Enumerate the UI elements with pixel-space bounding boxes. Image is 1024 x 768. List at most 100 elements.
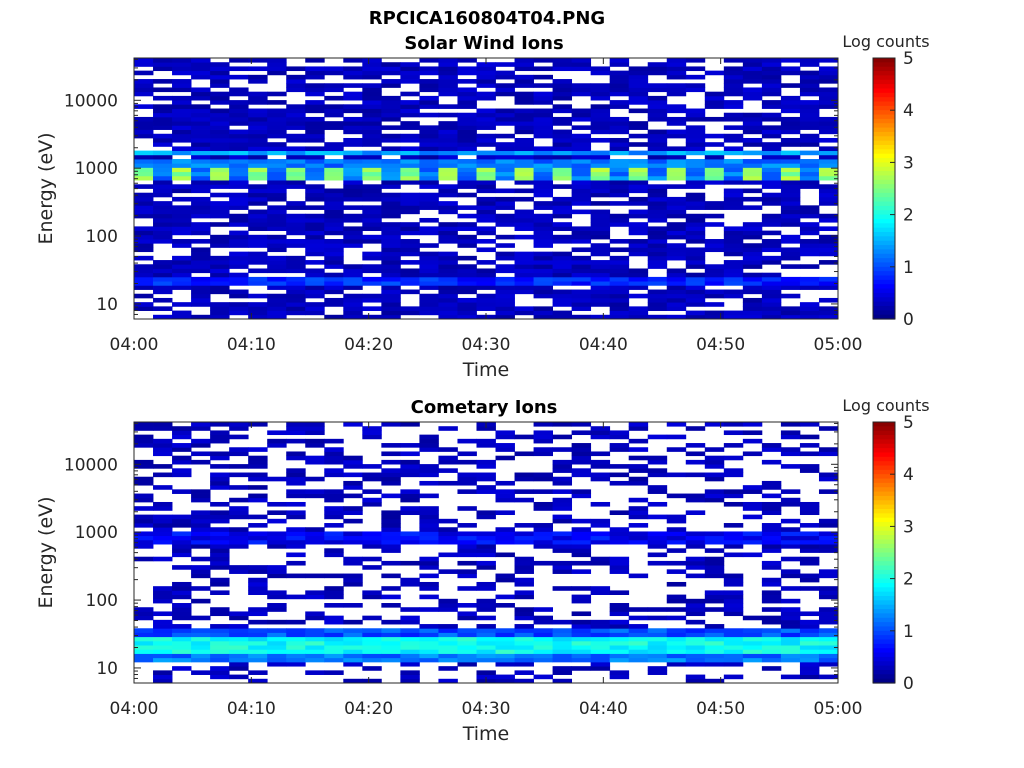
heatmap-cell <box>172 205 192 210</box>
heatmap-cell <box>419 306 439 311</box>
heatmap-cell <box>343 175 363 181</box>
heatmap-cell <box>267 314 287 320</box>
heatmap-cell <box>818 104 839 109</box>
heatmap-cell <box>476 239 496 244</box>
heatmap-cell <box>552 171 573 177</box>
heatmap-cell <box>761 58 782 63</box>
heatmap-cell <box>761 213 782 219</box>
heatmap-cell <box>343 535 363 541</box>
heatmap-cell <box>495 573 515 579</box>
heatmap-cell <box>723 133 744 139</box>
heatmap-cell <box>191 670 211 675</box>
heatmap-cell <box>571 649 592 654</box>
heatmap-cell <box>514 74 534 80</box>
heatmap-cell <box>172 539 192 545</box>
heatmap-cell <box>343 314 363 320</box>
heatmap-cell <box>685 175 706 181</box>
heatmap-cell <box>761 79 782 84</box>
heatmap-cell <box>191 289 211 295</box>
heatmap-cell <box>381 196 401 202</box>
heatmap-cell <box>742 125 763 130</box>
heatmap-cell <box>324 459 344 465</box>
heatmap-cell <box>780 163 801 168</box>
heatmap-cell <box>362 640 382 646</box>
heatmap-cell <box>400 459 420 465</box>
heatmap-cell <box>305 230 325 236</box>
heatmap-cell <box>305 489 325 494</box>
heatmap-cell <box>457 104 477 109</box>
colorbar-step <box>873 600 895 606</box>
heatmap-cell <box>229 137 249 143</box>
heatmap-cell <box>419 510 439 516</box>
heatmap-cell <box>343 226 363 231</box>
heatmap-cell <box>476 443 496 448</box>
heatmap-cell <box>305 116 325 122</box>
heatmap-cell <box>476 476 496 482</box>
heatmap-cell <box>704 222 725 227</box>
heatmap-cell <box>248 133 268 139</box>
heatmap-cell <box>210 150 230 156</box>
heatmap-cell <box>571 628 592 633</box>
heatmap-cell <box>628 632 649 638</box>
heatmap-cell <box>305 594 325 600</box>
heatmap-cell <box>267 217 287 223</box>
heatmap-cell <box>628 108 649 114</box>
heatmap-cell <box>799 539 820 545</box>
heatmap-cell <box>685 560 706 566</box>
heatmap-cell <box>609 188 630 194</box>
heatmap-cell <box>419 514 439 520</box>
heatmap-cell <box>305 129 325 135</box>
heatmap-cell <box>723 653 744 659</box>
colorbar-step <box>873 622 895 628</box>
heatmap-cell <box>438 649 458 654</box>
heatmap-cell <box>647 192 668 198</box>
heatmap-cell <box>343 510 363 516</box>
heatmap-cell <box>305 83 325 88</box>
heatmap-cell <box>457 573 477 579</box>
heatmap-cell <box>153 485 173 490</box>
heatmap-cell <box>533 434 553 440</box>
heatmap-cell <box>172 217 192 223</box>
heatmap-cell <box>248 91 268 97</box>
heatmap-cell <box>552 268 573 274</box>
heatmap-cell <box>818 451 839 457</box>
heatmap-cell <box>590 535 611 541</box>
heatmap-cell <box>153 188 173 194</box>
heatmap-cell <box>571 293 592 299</box>
heatmap-cell <box>571 297 592 303</box>
heatmap-cell <box>533 293 553 299</box>
heatmap-cell <box>799 523 820 528</box>
heatmap-cell <box>248 590 268 595</box>
heatmap-cell <box>723 649 744 654</box>
heatmap-cell <box>134 91 154 97</box>
heatmap-cell <box>552 281 573 286</box>
heatmap-cell <box>666 306 687 311</box>
heatmap-cell <box>514 95 534 101</box>
heatmap-cell <box>381 285 401 290</box>
heatmap-cell <box>134 476 154 482</box>
heatmap-cell <box>419 171 439 177</box>
heatmap-cell <box>438 146 458 152</box>
heatmap-cell <box>248 188 268 194</box>
heatmap-cell <box>305 281 325 286</box>
heatmap-cell <box>685 603 706 608</box>
heatmap-cell <box>305 289 325 295</box>
heatmap-cell <box>685 251 706 257</box>
y-tick-label: 10 <box>96 295 118 315</box>
heatmap-cell <box>324 455 344 461</box>
heatmap-cell <box>248 670 268 675</box>
heatmap-cell <box>818 518 839 524</box>
heatmap-cell <box>514 91 534 97</box>
heatmap-cell <box>533 226 553 231</box>
heatmap-cell <box>533 234 553 240</box>
heatmap-cell <box>704 159 725 164</box>
heatmap-cell <box>267 171 287 177</box>
heatmap-cell <box>666 255 687 261</box>
heatmap-cell <box>571 180 592 185</box>
heatmap-cell <box>628 142 649 147</box>
heatmap-cell <box>685 314 706 320</box>
heatmap-cell <box>723 455 744 461</box>
heatmap-cell <box>780 497 801 503</box>
heatmap-cell <box>419 83 439 88</box>
heatmap-cell <box>457 645 477 650</box>
